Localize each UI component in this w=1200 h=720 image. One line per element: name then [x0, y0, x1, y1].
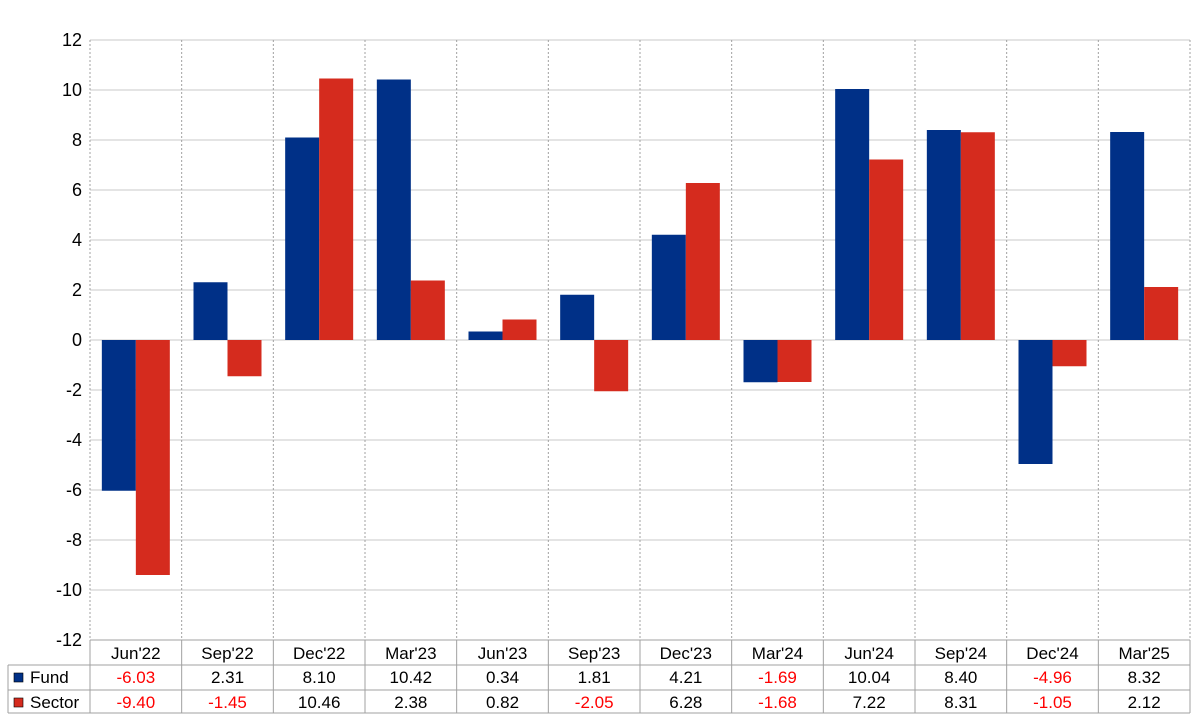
y-tick-label: -4 — [66, 430, 82, 450]
bar-fund — [193, 282, 228, 340]
data-label-sector: 10.46 — [298, 693, 341, 712]
category-label: Jun'24 — [844, 644, 894, 663]
bar-sector — [1144, 287, 1179, 340]
y-tick-label: -10 — [56, 580, 82, 600]
category-label: Dec'23 — [660, 644, 712, 663]
data-label-fund: 8.40 — [944, 668, 977, 687]
data-label-sector: -1.68 — [758, 693, 797, 712]
bar-sector — [960, 132, 995, 340]
bar-sector — [1052, 340, 1087, 367]
y-tick-label: 0 — [72, 330, 82, 350]
bar-sector — [227, 340, 262, 377]
bars — [101, 78, 1179, 575]
bar-fund — [101, 340, 136, 491]
bar-sector — [777, 340, 812, 382]
y-tick-label: -8 — [66, 530, 82, 550]
data-label-fund: 0.34 — [486, 668, 519, 687]
category-label: Mar'23 — [385, 644, 436, 663]
category-label: Dec'22 — [293, 644, 345, 663]
legend-swatch-sector — [13, 697, 24, 708]
data-label-fund: 2.31 — [211, 668, 244, 687]
data-label-sector: -1.05 — [1033, 693, 1072, 712]
data-label-fund: 10.42 — [390, 668, 433, 687]
y-tick-label: 2 — [72, 280, 82, 300]
y-tick-label: -12 — [56, 630, 82, 650]
data-label-sector: -1.45 — [208, 693, 247, 712]
legend-swatch-fund — [13, 672, 24, 683]
bar-sector — [135, 340, 170, 575]
bar-fund — [1018, 340, 1053, 464]
data-label-fund: 4.21 — [669, 668, 702, 687]
category-label: Dec'24 — [1026, 644, 1078, 663]
data-label-sector: 7.22 — [853, 693, 886, 712]
legend-label-fund: Fund — [30, 668, 69, 687]
y-tick-label: 6 — [72, 180, 82, 200]
data-label-sector: 2.38 — [394, 693, 427, 712]
bar-fund — [285, 137, 320, 340]
bar-sector — [594, 340, 629, 392]
bar-fund — [468, 331, 503, 340]
bar-fund — [1110, 132, 1145, 340]
bar-fund — [560, 294, 595, 340]
y-tick-label: -6 — [66, 480, 82, 500]
y-tick-label: 12 — [62, 30, 82, 50]
y-tick-label: -2 — [66, 380, 82, 400]
data-label-sector: 2.12 — [1128, 693, 1161, 712]
data-label-sector: 8.31 — [944, 693, 977, 712]
category-label: Sep'22 — [201, 644, 253, 663]
data-table: Jun'22 Sep'22 Dec'22 Mar'23 Jun'23 Sep'23 Dec'… — [7, 639, 1191, 714]
category-label: Sep'23 — [568, 644, 620, 663]
data-label-fund: 8.32 — [1128, 668, 1161, 687]
bar-sector — [319, 78, 354, 340]
bar-fund — [743, 340, 778, 383]
y-tick-label: 10 — [62, 80, 82, 100]
y-axis: 12 10 8 6 4 2 0 -2 -4 -6 -8 -10 -12 — [56, 30, 82, 650]
category-label: Jun'23 — [478, 644, 528, 663]
data-label-sector: -2.05 — [575, 693, 614, 712]
category-label: Mar'24 — [752, 644, 803, 663]
bar-fund — [926, 130, 961, 340]
y-tick-label: 4 — [72, 230, 82, 250]
data-label-sector: -9.40 — [116, 693, 155, 712]
y-tick-label: 8 — [72, 130, 82, 150]
category-label: Sep'24 — [935, 644, 987, 663]
bar-fund — [376, 79, 411, 340]
data-label-fund: 10.04 — [848, 668, 891, 687]
data-label-fund: 1.81 — [578, 668, 611, 687]
bar-sector — [502, 319, 537, 340]
bar-sector — [869, 159, 904, 340]
legend-label-sector: Sector — [30, 693, 79, 712]
bar-sector — [410, 280, 445, 340]
data-label-sector: 6.28 — [669, 693, 702, 712]
bar-fund — [835, 89, 870, 340]
bar-sector — [685, 183, 720, 340]
category-label: Mar'25 — [1118, 644, 1169, 663]
bar-fund — [651, 234, 686, 340]
data-label-sector: 0.82 — [486, 693, 519, 712]
data-label-fund: -6.03 — [116, 668, 155, 687]
category-label: Jun'22 — [111, 644, 161, 663]
data-label-fund: -4.96 — [1033, 668, 1072, 687]
data-label-fund: -1.69 — [758, 668, 797, 687]
data-label-fund: 8.10 — [303, 668, 336, 687]
